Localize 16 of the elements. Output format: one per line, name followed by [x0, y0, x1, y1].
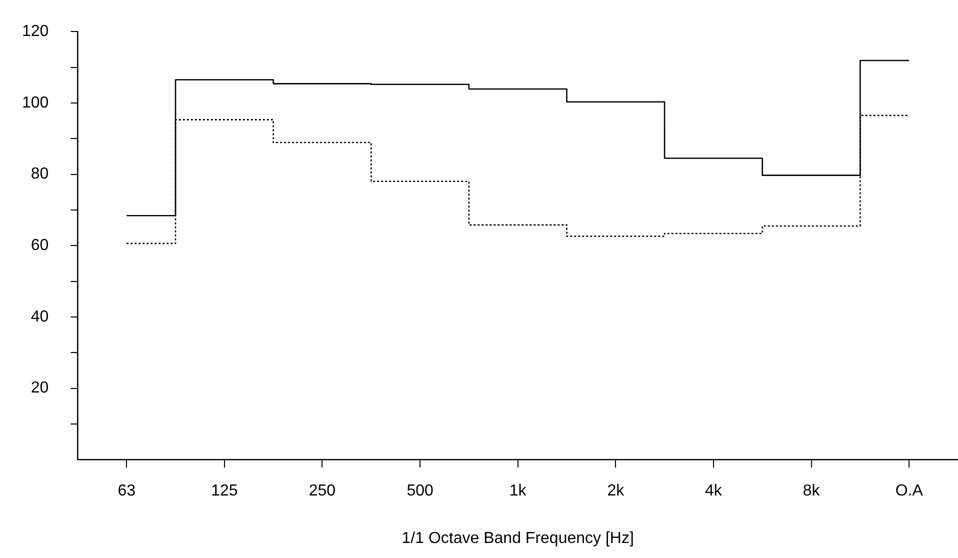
x-tick-label: 500 [406, 482, 434, 500]
x-tick-label: 4k [705, 482, 723, 500]
y-tick-label: 80 [30, 166, 49, 183]
y-tick-label: 60 [30, 237, 49, 254]
x-tick-label: O.A [895, 482, 924, 500]
y-tick-label: 40 [30, 308, 49, 326]
y-tick-label: 20 [30, 380, 49, 397]
y-tick-label: 100 [22, 94, 49, 112]
x-tick-label: 63 [118, 482, 136, 500]
y-tick-label: 120 [22, 23, 49, 40]
x-tick-label: 2k [607, 482, 626, 500]
x-tick-label: 1k [509, 482, 528, 500]
x-tick-label: 250 [308, 482, 336, 500]
x-tick-label: 8k [802, 482, 821, 500]
x-tick-label: 125 [211, 482, 238, 500]
x-axis-title: 1/1 Octave Band Frequency [Hz] [402, 530, 634, 547]
